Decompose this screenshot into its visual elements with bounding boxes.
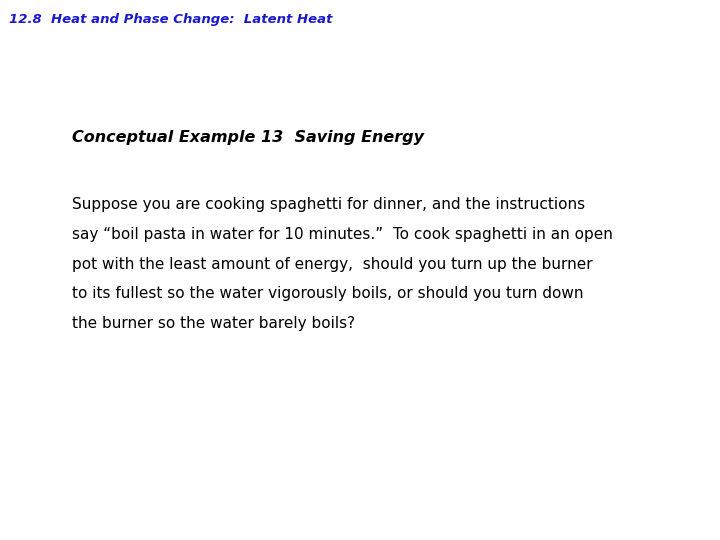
Text: Conceptual Example 13  Saving Energy: Conceptual Example 13 Saving Energy (72, 130, 424, 145)
Text: to its fullest so the water vigorously boils, or should you turn down: to its fullest so the water vigorously b… (72, 286, 583, 301)
Text: say “boil pasta in water for 10 minutes.”  To cook spaghetti in an open: say “boil pasta in water for 10 minutes.… (72, 227, 613, 242)
Text: pot with the least amount of energy,  should you turn up the burner: pot with the least amount of energy, sho… (72, 256, 593, 272)
Text: Suppose you are cooking spaghetti for dinner, and the instructions: Suppose you are cooking spaghetti for di… (72, 197, 585, 212)
Text: 12.8  Heat and Phase Change:  Latent Heat: 12.8 Heat and Phase Change: Latent Heat (9, 14, 332, 26)
Text: the burner so the water barely boils?: the burner so the water barely boils? (72, 316, 355, 331)
